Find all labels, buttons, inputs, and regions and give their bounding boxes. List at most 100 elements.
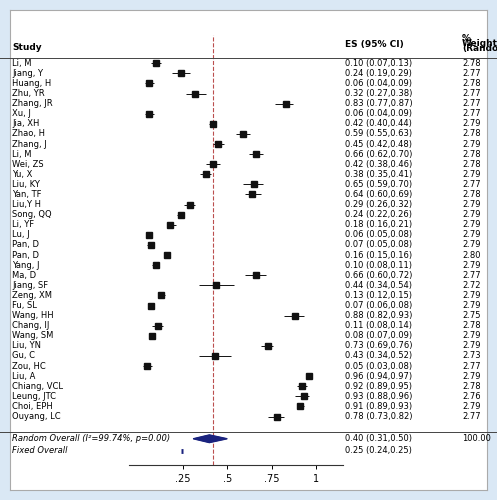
Text: 2.77: 2.77 xyxy=(462,69,481,78)
Text: 2.75: 2.75 xyxy=(462,311,481,320)
Text: 0.44 (0.34,0.54): 0.44 (0.34,0.54) xyxy=(345,281,412,290)
Text: 0.06 (0.04,0.09): 0.06 (0.04,0.09) xyxy=(345,109,412,118)
Text: 2.78: 2.78 xyxy=(462,150,481,158)
Text: Yan, TF: Yan, TF xyxy=(12,190,42,199)
Text: Gu, C: Gu, C xyxy=(12,352,35,360)
Text: 2.79: 2.79 xyxy=(462,342,481,350)
Text: 0.16 (0.15,0.16): 0.16 (0.15,0.16) xyxy=(345,250,412,260)
Text: 0.43 (0.34,0.52): 0.43 (0.34,0.52) xyxy=(345,352,412,360)
Text: Fu, SL: Fu, SL xyxy=(12,301,37,310)
Text: Leung, JTC: Leung, JTC xyxy=(12,392,57,401)
Text: 0.93 (0.88,0.96): 0.93 (0.88,0.96) xyxy=(345,392,413,401)
Text: 0.13 (0.12,0.15): 0.13 (0.12,0.15) xyxy=(345,291,412,300)
Text: Choi, EPH: Choi, EPH xyxy=(12,402,53,411)
Text: 2.77: 2.77 xyxy=(462,99,481,108)
Text: 0.24 (0.19,0.29): 0.24 (0.19,0.29) xyxy=(345,69,412,78)
Text: 2.79: 2.79 xyxy=(462,140,481,148)
Text: Chang, IJ: Chang, IJ xyxy=(12,321,50,330)
Text: 2.79: 2.79 xyxy=(462,240,481,250)
Text: 0.29 (0.26,0.32): 0.29 (0.26,0.32) xyxy=(345,200,412,209)
Text: Lu, J: Lu, J xyxy=(12,230,30,239)
Text: 2.79: 2.79 xyxy=(462,200,481,209)
Text: 0.66 (0.62,0.70): 0.66 (0.62,0.70) xyxy=(345,150,413,158)
Text: 2.77: 2.77 xyxy=(462,180,481,189)
Text: Wei, ZS: Wei, ZS xyxy=(12,160,44,168)
Text: Jiang, SF: Jiang, SF xyxy=(12,281,49,290)
Text: Liu, A: Liu, A xyxy=(12,372,36,380)
Text: 2.77: 2.77 xyxy=(462,412,481,421)
Text: Xu, J: Xu, J xyxy=(12,109,31,118)
Text: Li, YF: Li, YF xyxy=(12,220,35,230)
Text: Ma, D: Ma, D xyxy=(12,270,37,280)
Text: 2.76: 2.76 xyxy=(462,392,481,401)
Text: 0.92 (0.89,0.95): 0.92 (0.89,0.95) xyxy=(345,382,412,391)
Text: 0.06 (0.04,0.09): 0.06 (0.04,0.09) xyxy=(345,79,412,88)
Text: 0.42 (0.38,0.46): 0.42 (0.38,0.46) xyxy=(345,160,412,168)
Text: 0.40 (0.31,0.50): 0.40 (0.31,0.50) xyxy=(345,434,412,444)
Text: Jiang, Y: Jiang, Y xyxy=(12,69,43,78)
Text: 2.80: 2.80 xyxy=(462,250,481,260)
Text: 2.78: 2.78 xyxy=(462,79,481,88)
Text: 0.10 (0.08,0.11): 0.10 (0.08,0.11) xyxy=(345,260,412,270)
Text: Zhao, H: Zhao, H xyxy=(12,130,45,138)
Text: 2.79: 2.79 xyxy=(462,120,481,128)
Text: 2.79: 2.79 xyxy=(462,332,481,340)
Text: 0.78 (0.73,0.82): 0.78 (0.73,0.82) xyxy=(345,412,413,421)
Text: 2.77: 2.77 xyxy=(462,270,481,280)
Text: Huang, H: Huang, H xyxy=(12,79,52,88)
Text: Zhang, JR: Zhang, JR xyxy=(12,99,53,108)
Text: 0.65 (0.59,0.70): 0.65 (0.59,0.70) xyxy=(345,180,412,189)
Text: 100.00: 100.00 xyxy=(462,434,491,444)
Text: 0.07 (0.06,0.08): 0.07 (0.06,0.08) xyxy=(345,301,412,310)
Text: 2.79: 2.79 xyxy=(462,170,481,179)
Text: Yang, J: Yang, J xyxy=(12,260,40,270)
Text: 2.78: 2.78 xyxy=(462,160,481,168)
Text: 2.78: 2.78 xyxy=(462,59,481,68)
Text: Li, M: Li, M xyxy=(12,150,32,158)
Text: Liu, YN: Liu, YN xyxy=(12,342,41,350)
Text: Fixed Overall: Fixed Overall xyxy=(12,446,68,456)
Text: 2.79: 2.79 xyxy=(462,230,481,239)
Text: ES (95% CI): ES (95% CI) xyxy=(345,40,404,48)
Text: 2.79: 2.79 xyxy=(462,210,481,219)
Text: 0.88 (0.82,0.93): 0.88 (0.82,0.93) xyxy=(345,311,413,320)
Text: Zhu, YR: Zhu, YR xyxy=(12,89,45,98)
Text: Zou, HC: Zou, HC xyxy=(12,362,46,370)
Text: 2.77: 2.77 xyxy=(462,89,481,98)
Text: 0.05 (0.03,0.08): 0.05 (0.03,0.08) xyxy=(345,362,412,370)
Text: 2.77: 2.77 xyxy=(462,362,481,370)
Text: Zeng, XM: Zeng, XM xyxy=(12,291,52,300)
Text: Liu,Y H: Liu,Y H xyxy=(12,200,41,209)
Text: Weight: Weight xyxy=(462,39,497,48)
Text: Song, QQ: Song, QQ xyxy=(12,210,52,219)
Text: Wang, SM: Wang, SM xyxy=(12,332,54,340)
Text: 0.96 (0.94,0.97): 0.96 (0.94,0.97) xyxy=(345,372,412,380)
Text: 2.79: 2.79 xyxy=(462,301,481,310)
Text: Yu, X: Yu, X xyxy=(12,170,33,179)
Text: 0.25 (0.24,0.25): 0.25 (0.24,0.25) xyxy=(345,446,412,456)
Text: 2.79: 2.79 xyxy=(462,291,481,300)
Text: 2.78: 2.78 xyxy=(462,130,481,138)
Text: Study: Study xyxy=(12,42,42,51)
Text: 0.38 (0.35,0.41): 0.38 (0.35,0.41) xyxy=(345,170,412,179)
Text: 0.45 (0.42,0.48): 0.45 (0.42,0.48) xyxy=(345,140,412,148)
Text: Chiang, VCL: Chiang, VCL xyxy=(12,382,64,391)
Text: 0.73 (0.69,0.76): 0.73 (0.69,0.76) xyxy=(345,342,413,350)
Text: 2.78: 2.78 xyxy=(462,190,481,199)
Polygon shape xyxy=(193,435,227,442)
Text: 0.11 (0.08,0.14): 0.11 (0.08,0.14) xyxy=(345,321,412,330)
Text: Zhang, J: Zhang, J xyxy=(12,140,47,148)
Text: 0.42 (0.40,0.44): 0.42 (0.40,0.44) xyxy=(345,120,412,128)
Text: Li, M: Li, M xyxy=(12,59,32,68)
Text: 0.64 (0.60,0.69): 0.64 (0.60,0.69) xyxy=(345,190,412,199)
Text: 2.79: 2.79 xyxy=(462,402,481,411)
Text: Pan, D: Pan, D xyxy=(12,250,39,260)
Text: %: % xyxy=(462,34,471,43)
Text: 2.72: 2.72 xyxy=(462,281,481,290)
Text: 2.73: 2.73 xyxy=(462,352,481,360)
Text: 0.08 (0.07,0.09): 0.08 (0.07,0.09) xyxy=(345,332,412,340)
Text: Random Overall (I²=99.74%, p=0.00): Random Overall (I²=99.74%, p=0.00) xyxy=(12,434,170,444)
Text: 2.79: 2.79 xyxy=(462,220,481,230)
Text: 0.83 (0.77,0.87): 0.83 (0.77,0.87) xyxy=(345,99,413,108)
Text: 0.59 (0.55,0.63): 0.59 (0.55,0.63) xyxy=(345,130,412,138)
